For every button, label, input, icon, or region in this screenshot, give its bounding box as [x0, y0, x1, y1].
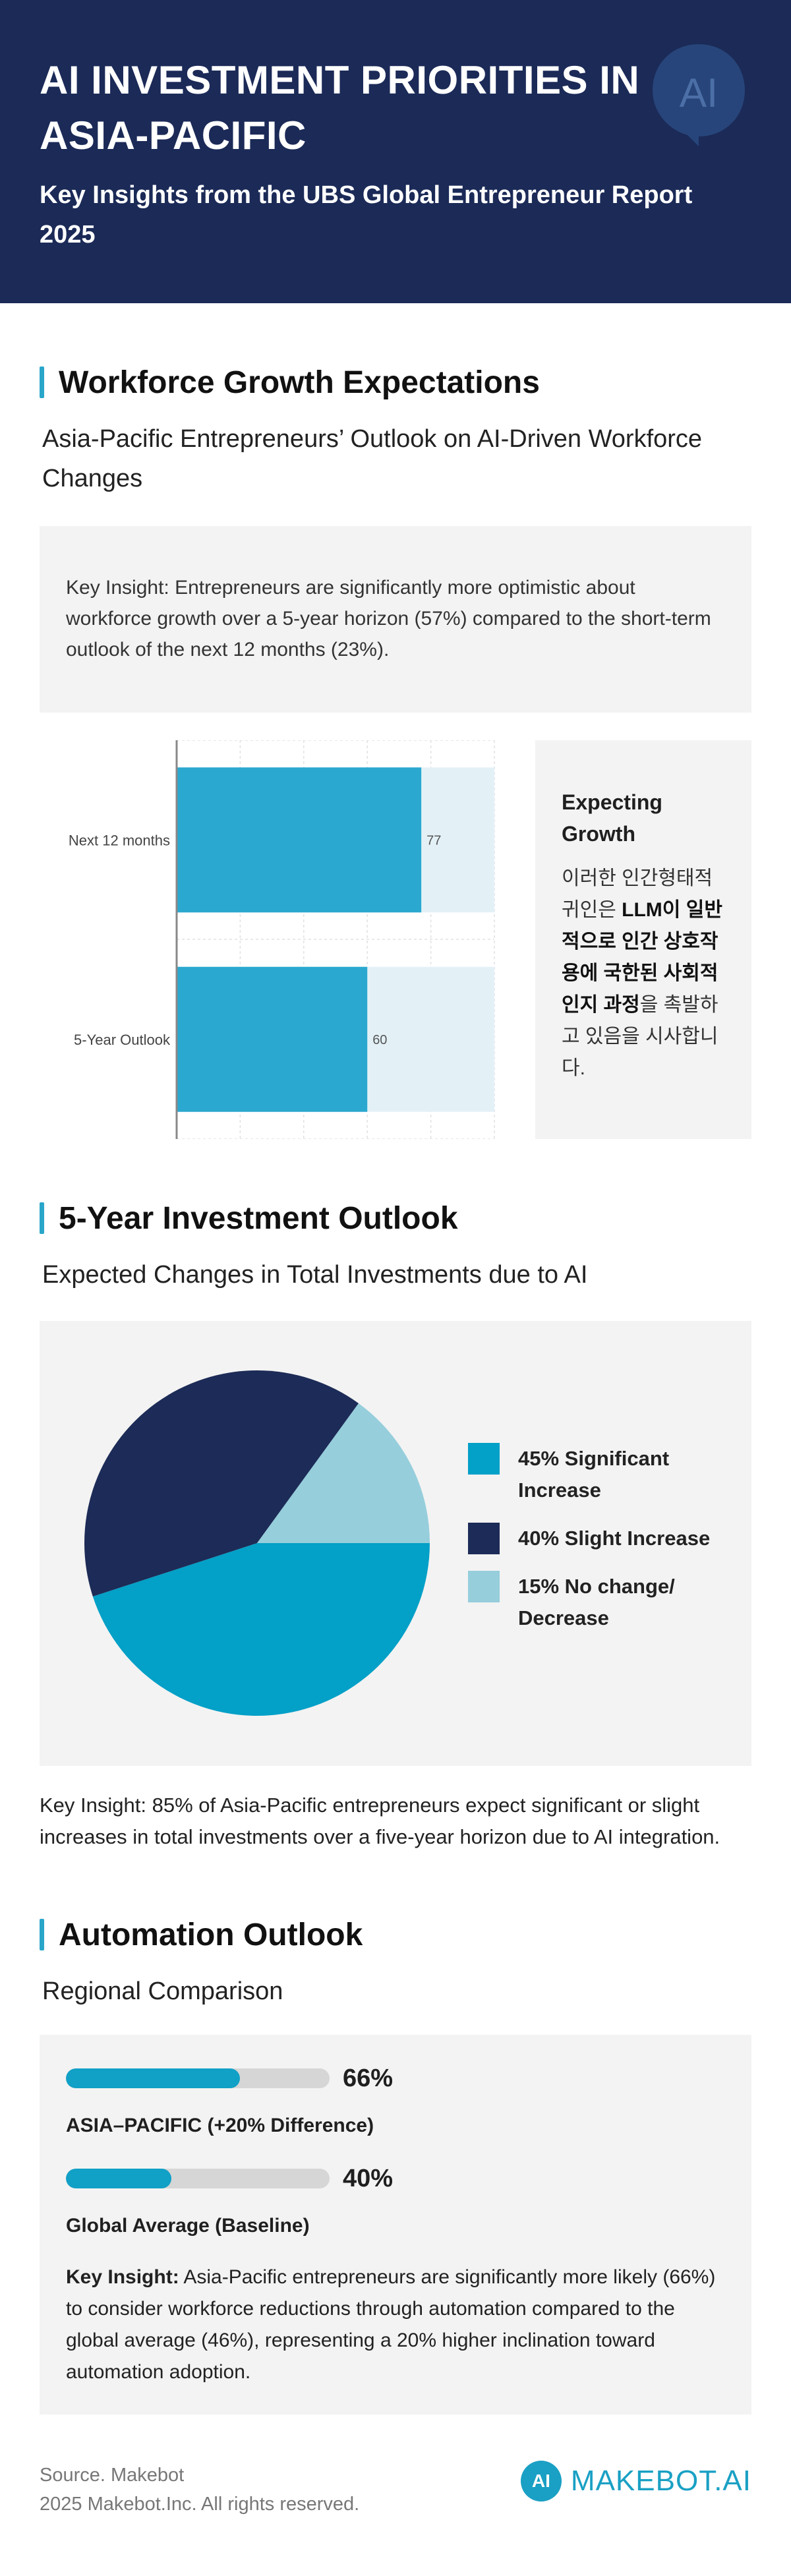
bar-category-label: Next 12 months — [69, 832, 170, 848]
workforce-bar-chart: 77 Next 12 months 60 5-Year Outlook — [69, 740, 495, 1139]
progress-track — [66, 2169, 330, 2188]
ai-badge-text: AI — [680, 71, 718, 116]
automation-insight-lead: Key Insight: — [66, 2266, 179, 2288]
bar-category-label: 5-Year Outlook — [74, 1032, 171, 1048]
card-body-part-3: 을 촉발하고 있음을 시사합니다. — [562, 994, 718, 1079]
workforce-chart-block: 77 Next 12 months 60 5-Year Outlook Expecti… — [40, 740, 751, 1139]
automation-box: 66% ASIA–PACIFIC (+20% Difference) 40% G… — [40, 2035, 751, 2415]
progress-track — [66, 2068, 330, 2088]
bar — [177, 767, 422, 913]
legend-swatch — [468, 1571, 500, 1602]
legend-label: 45% Significant Increase — [518, 1447, 670, 1502]
footer: Source. Makebot 2025 Makebot.Inc. All ri… — [0, 2461, 791, 2566]
global-pct: 40% — [343, 2164, 394, 2192]
brand-mark-icon: AI — [520, 2461, 562, 2502]
brand-logo: AI MAKEBOT.AI — [520, 2461, 751, 2502]
card-body-part-1: 이러한 인간형태적 귀인은 — [562, 867, 713, 921]
title-accent-bar — [40, 1919, 44, 1950]
expecting-growth-card: Expecting Growth 이러한 인간형태적 귀인은 LLM이 일반적으… — [535, 740, 751, 1139]
page-subtitle: Key Insights from the UBS Global Entrepr… — [40, 181, 693, 249]
footer-source: Source. Makebot — [40, 2465, 185, 2486]
investment-chart-block: 45% Significant Increase 40% Slight Incre… — [40, 1321, 751, 1766]
automation-title-text: Automation Outlook — [59, 1917, 363, 1952]
title-accent-bar — [40, 1202, 44, 1234]
automation-row-global: 40% — [66, 2161, 725, 2196]
pie-slice — [84, 1370, 359, 1596]
card-body-bold: LLM이 일반적으로 인간 상호작용에 국한된 사회적 인지 과정 — [562, 899, 722, 1016]
legend-label: 15% No change/ Decrease — [518, 1575, 675, 1629]
automation-insight: Key Insight: Asia-Pacific entrepreneurs … — [66, 2262, 725, 2388]
progress-fill-global — [66, 2169, 171, 2188]
pie-slice — [92, 1543, 430, 1716]
brand-name: MAKEBOT.AI — [570, 2465, 751, 2497]
legend-label: 40% Slight Increase — [518, 1527, 711, 1550]
legend-item: 45% Significant Increase — [468, 1443, 716, 1506]
header-banner: AI INVESTMENT PRIORITIES IN ASIA-PACIFIC… — [0, 0, 791, 303]
automation-insight-body: Asia-Pacific entrepreneurs are significa… — [66, 2266, 716, 2383]
pie-slice — [257, 1403, 430, 1543]
legend-swatch — [468, 1523, 500, 1554]
page-title: AI INVESTMENT PRIORITIES IN ASIA-PACIFIC — [40, 58, 640, 158]
workforce-insight-text: Key Insight: Entrepreneurs are significa… — [66, 577, 711, 660]
investment-pie-chart — [84, 1370, 430, 1716]
workforce-section-title: Workforce Growth Expectations — [40, 363, 751, 402]
card-title: Expecting Growth — [562, 790, 662, 846]
footer-copyright: 2025 Makebot.Inc. All rights reserved. — [40, 2494, 360, 2515]
automation-section-title: Automation Outlook — [40, 1915, 751, 1954]
legend-swatch — [468, 1443, 500, 1475]
asia-label: ASIA–PACIFIC (+20% Difference) — [66, 2115, 374, 2136]
bar — [177, 966, 368, 1112]
bar-value-label: 60 — [372, 1033, 387, 1047]
automation-subtitle: Regional Comparison — [42, 1977, 283, 2005]
investment-subtitle: Expected Changes in Total Investments du… — [42, 1261, 588, 1289]
pie-legend: 45% Significant Increase 40% Slight Incre… — [468, 1443, 716, 1651]
progress-fill-asia — [66, 2068, 240, 2088]
investment-section-title: 5-Year Investment Outlook — [40, 1198, 751, 1238]
title-accent-bar — [40, 366, 44, 398]
legend-item: 15% No change/ Decrease — [468, 1571, 716, 1634]
workforce-subtitle: Asia-Pacific Entrepreneurs’ Outlook on A… — [42, 425, 703, 492]
asia-pct: 66% — [343, 2064, 394, 2092]
legend-item: 40% Slight Increase — [468, 1523, 716, 1554]
automation-row-asia: 66% — [66, 2061, 725, 2095]
ai-chat-bubble-icon: AI — [653, 44, 745, 146]
card-body: 이러한 인간형태적 귀인은 LLM이 일반적으로 인간 상호작용에 국한된 사회… — [562, 863, 726, 1084]
investment-title-text: 5-Year Investment Outlook — [59, 1200, 458, 1236]
bar-value-label: 77 — [426, 833, 441, 848]
workforce-insight-box: Key Insight: Entrepreneurs are significa… — [40, 526, 751, 713]
investment-insight: Key Insight: 85% of Asia-Pacific entrepr… — [40, 1794, 720, 1848]
workforce-title-text: Workforce Growth Expectations — [59, 365, 540, 400]
global-label: Global Average (Baseline) — [66, 2215, 310, 2237]
